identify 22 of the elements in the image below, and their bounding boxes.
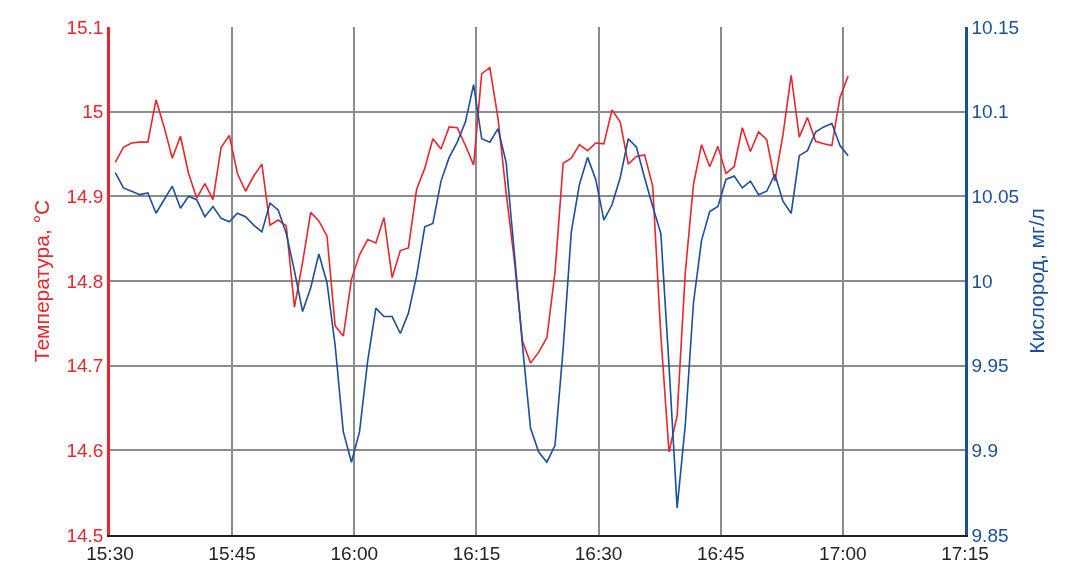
x-tick-label: 16:15	[452, 542, 501, 564]
y2-axis-title: Кислород, мг/л	[1025, 208, 1049, 354]
y-tick-label: 14.9	[66, 185, 104, 207]
y-tick-label: 14.6	[66, 439, 104, 461]
y-tick-label: 14.7	[66, 355, 104, 377]
y2-tick-label: 10.05	[971, 185, 1020, 207]
y2-tick-label: 9.9	[971, 439, 998, 461]
y-axis-title: Температура, °C	[29, 199, 53, 363]
line-series	[114, 83, 849, 509]
y-tick-label: 14.8	[66, 270, 104, 292]
x-tick-label: 16:00	[330, 542, 379, 564]
y2-tick-label: 9.95	[971, 355, 1009, 377]
x-tick-label: 17:00	[819, 542, 867, 564]
x-tick-label: 16:45	[696, 542, 745, 564]
y2-tick-label: 10.1	[971, 101, 1009, 123]
y-tick-label: 15	[82, 101, 104, 123]
line-series	[114, 66, 849, 453]
y-tick-label: 15.1	[66, 16, 104, 38]
x-tick-label: 16:30	[574, 542, 623, 564]
x-tick-label: 15:45	[208, 542, 256, 564]
y2-tick-label: 10.15	[971, 16, 1020, 38]
y2-tick-label: 10	[971, 270, 993, 292]
